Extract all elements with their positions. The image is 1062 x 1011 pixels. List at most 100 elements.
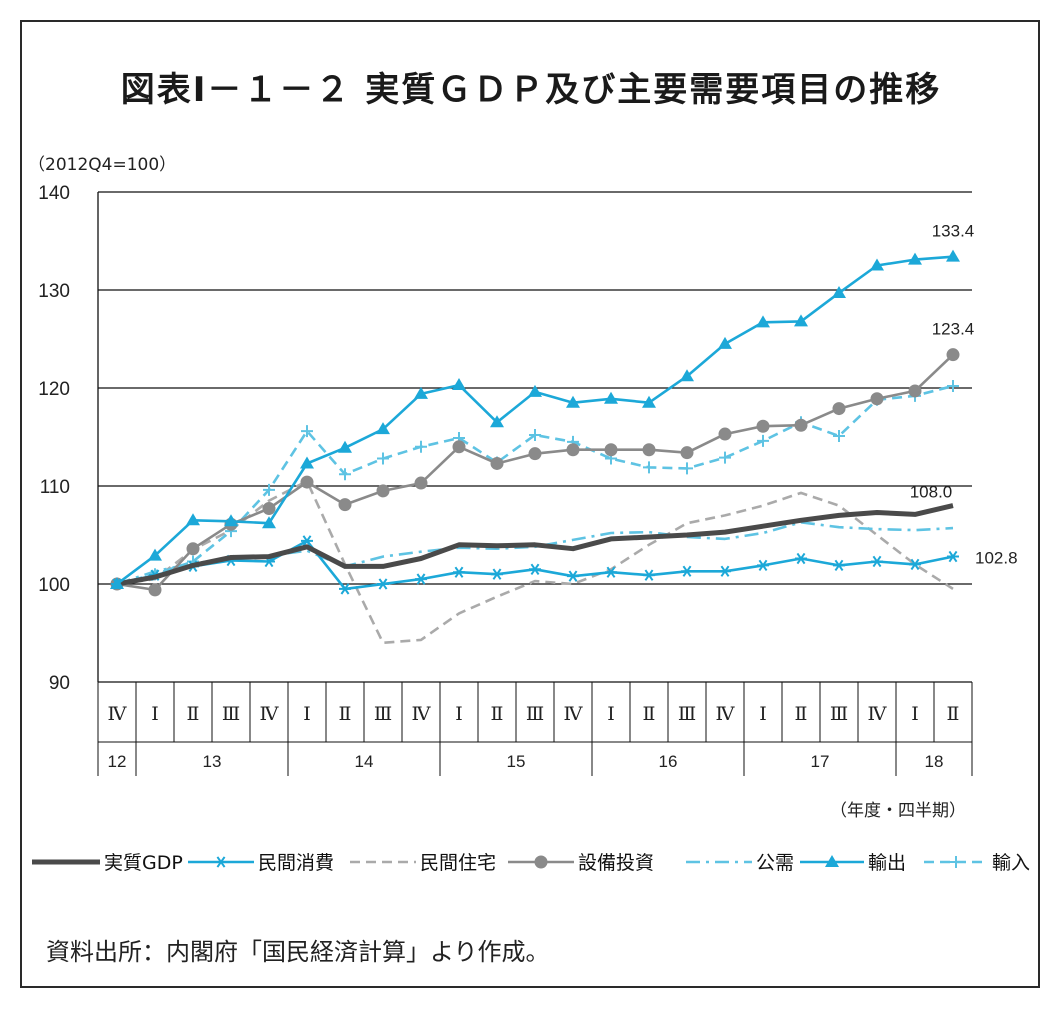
year-label: 12 xyxy=(108,752,127,771)
triangle-marker xyxy=(642,395,656,408)
quarter-tick-label: Ⅱ xyxy=(643,703,656,725)
chart-frame xyxy=(20,20,1040,988)
quarter-tick-label: Ⅰ xyxy=(607,703,615,725)
quarter-tick-label: Ⅳ xyxy=(108,703,128,725)
quarter-tick-label: Ⅲ xyxy=(374,703,392,725)
legend-item: 民間消費 xyxy=(188,852,334,874)
legend-label: 設備投資 xyxy=(578,852,654,874)
plus-marker xyxy=(263,483,275,496)
asterisk-marker xyxy=(529,563,541,575)
quarter-tick-label: Ⅲ xyxy=(526,703,544,725)
year-label: 15 xyxy=(507,752,526,771)
circle-marker xyxy=(490,456,504,470)
triangle-marker xyxy=(756,315,770,328)
asterisk-marker xyxy=(215,856,227,868)
y-tick-label: 90 xyxy=(49,673,70,694)
asterisk-marker xyxy=(339,583,351,595)
circle-marker xyxy=(376,484,390,498)
circle-marker xyxy=(680,446,694,460)
triangle-marker xyxy=(794,314,808,327)
asterisk-marker xyxy=(643,569,655,581)
asterisk-marker xyxy=(719,565,731,577)
asterisk-marker xyxy=(757,559,769,572)
y-tick-label: 130 xyxy=(38,281,70,302)
legend-label: 民間消費 xyxy=(258,852,334,874)
circle-marker xyxy=(338,498,352,512)
circle-marker xyxy=(566,443,580,457)
y-tick-label: 140 xyxy=(38,183,70,204)
year-label: 18 xyxy=(925,752,944,771)
quarter-tick-label: Ⅲ xyxy=(678,703,696,725)
quarter-tick-label: Ⅱ xyxy=(947,703,960,725)
plus-marker xyxy=(529,429,541,442)
triangle-marker xyxy=(566,395,580,408)
plus-marker xyxy=(681,462,693,475)
plus-marker xyxy=(415,440,427,453)
circle-marker xyxy=(794,418,808,432)
series-line xyxy=(116,520,954,586)
asterisk-marker xyxy=(605,566,617,578)
quarter-tick-label: Ⅳ xyxy=(716,703,736,725)
asterisk-marker xyxy=(377,578,389,590)
legend-item: 輸入 xyxy=(924,852,1030,874)
quarter-tick-label: Ⅰ xyxy=(455,703,463,725)
legend-label: 公需 xyxy=(756,852,794,874)
series-実質GDP xyxy=(116,503,954,587)
asterisk-marker xyxy=(415,573,427,585)
circle-marker xyxy=(908,384,922,398)
plus-marker xyxy=(833,430,845,443)
circle-marker xyxy=(946,348,960,362)
circle-marker xyxy=(300,475,314,489)
quarter-tick-label: Ⅰ xyxy=(911,703,919,725)
y-axis-unit-label: （2012Q4=100） xyxy=(28,155,177,175)
quarter-tick-label: Ⅱ xyxy=(187,703,200,725)
triangle-marker xyxy=(186,513,200,526)
x-axis-period-label: （年度・四半期） xyxy=(830,801,966,821)
series-輸出 xyxy=(110,249,960,589)
triangle-marker xyxy=(110,577,124,589)
end-value-label: 133.4 xyxy=(932,222,975,241)
quarter-tick-label: Ⅳ xyxy=(868,703,888,725)
quarter-tick-label: Ⅱ xyxy=(491,703,504,725)
quarter-tick-label: Ⅲ xyxy=(222,703,240,725)
circle-marker xyxy=(604,443,618,457)
quarter-tick-label: Ⅳ xyxy=(564,703,584,725)
quarter-tick-label: Ⅰ xyxy=(151,703,159,725)
circle-marker xyxy=(642,443,656,457)
triangle-marker xyxy=(946,249,960,262)
circle-marker xyxy=(528,447,542,461)
quarter-tick-label: Ⅰ xyxy=(303,703,311,725)
asterisk-marker xyxy=(909,558,921,571)
legend-item: 設備投資 xyxy=(508,852,654,874)
asterisk-marker xyxy=(947,550,959,563)
triangle-marker xyxy=(414,386,428,399)
plus-marker xyxy=(947,380,959,393)
year-label: 16 xyxy=(659,752,678,771)
circle-marker xyxy=(870,392,884,406)
circle-marker xyxy=(832,402,846,416)
plus-marker xyxy=(301,425,313,438)
asterisk-marker xyxy=(681,565,693,577)
triangle-marker xyxy=(338,440,352,453)
quarter-tick-label: Ⅲ xyxy=(830,703,848,725)
legend-label: 民間住宅 xyxy=(420,852,496,874)
series-公需 xyxy=(116,520,954,586)
circle-marker xyxy=(756,419,770,433)
end-value-label: 108.0 xyxy=(910,483,953,502)
triangle-marker xyxy=(376,422,390,435)
asterisk-marker xyxy=(301,535,313,547)
plus-marker xyxy=(339,468,351,481)
year-label: 14 xyxy=(355,752,374,771)
quarter-tick-label: Ⅱ xyxy=(795,703,808,725)
triangle-marker xyxy=(908,252,922,265)
series-line xyxy=(116,384,954,586)
source-note: 資料出所：内閣府「国民経済計算」より作成。 xyxy=(46,938,550,966)
legend-label: 輸入 xyxy=(992,852,1030,874)
triangle-marker xyxy=(870,258,884,271)
triangle-marker xyxy=(148,548,162,561)
triangle-marker xyxy=(490,415,504,428)
year-label: 13 xyxy=(203,752,222,771)
triangle-marker xyxy=(680,369,694,382)
triangle-marker xyxy=(825,855,839,867)
plus-marker xyxy=(377,452,389,465)
